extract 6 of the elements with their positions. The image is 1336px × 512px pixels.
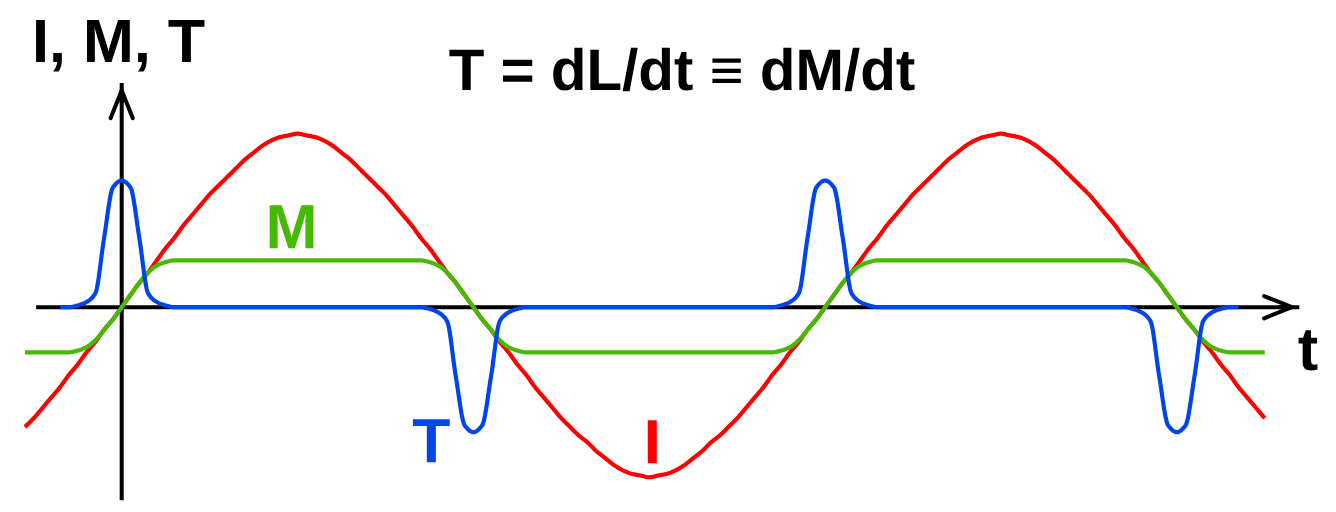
series-label: I xyxy=(647,420,657,464)
y-axis-title: I, M, T xyxy=(36,19,205,72)
x-axis-title: t xyxy=(1298,330,1318,371)
series-label: M xyxy=(269,205,314,249)
chart-title: T = dL/dt ≡ dM/dt xyxy=(449,47,915,92)
series-label: T xyxy=(412,419,450,463)
